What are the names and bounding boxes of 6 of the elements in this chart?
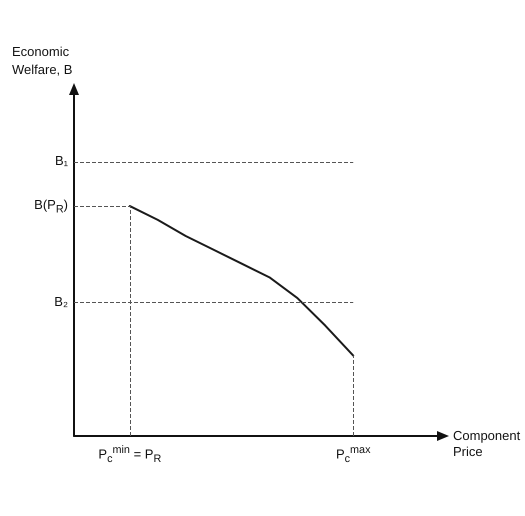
ref-line-label: B₂ bbox=[54, 294, 68, 310]
x-axis-title: Component Price bbox=[453, 428, 522, 460]
text: Economic Welfare, B bbox=[12, 43, 74, 79]
x-tick-label: P$_{c}$$^{min}$ = P$_{R}$ bbox=[98, 443, 162, 467]
ref-line-label: B₁ bbox=[54, 153, 68, 170]
ref-line-label: B(P$_{R}$) bbox=[34, 197, 68, 218]
